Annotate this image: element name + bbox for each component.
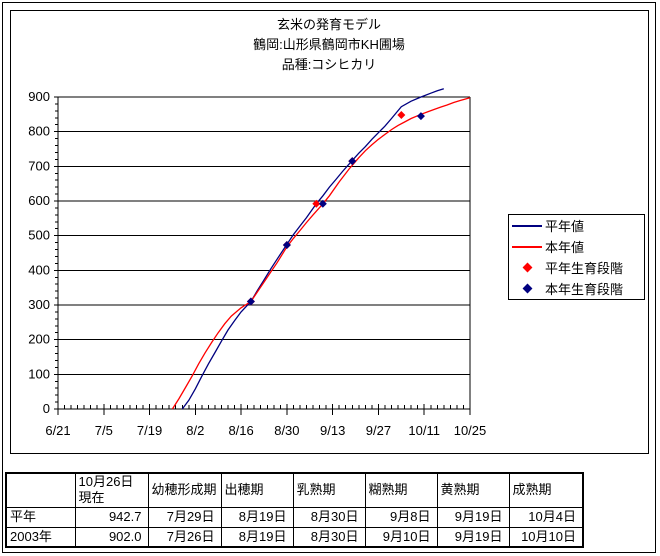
table-cell[interactable]: 8月19日 — [220, 526, 294, 548]
table-row: 2003年 902.0 7月26日 8月19日 8月30日 9月10日 9月19日 10月10… — [5, 526, 584, 548]
chart-title-line3: 品種:コシヒカリ — [281, 57, 377, 72]
table-header-cell[interactable] — [5, 472, 76, 508]
table-row: 平年 942.7 7月29日 8月19日 8月30日 9月8日 9月19日 10月4日 — [5, 506, 584, 528]
stage-table-head: 10月26日現在 幼穂形成期 出穂期 乳熟期 糊熟期 黄熟期 成熟期 — [5, 472, 584, 508]
legend-label: 本年値 — [545, 240, 585, 255]
table-cell[interactable]: 9月19日 — [436, 506, 510, 528]
diamond-swatch — [522, 262, 532, 273]
stage-table[interactable]: 10月26日現在 幼穂形成期 出穂期 乳熟期 糊熟期 黄熟期 成熟期 平年 942.7 7月29… — [5, 472, 584, 548]
legend-diamond-sample-normal-year — [509, 262, 545, 273]
table-row-label[interactable]: 2003年 — [5, 526, 76, 548]
table-header-cell[interactable]: 出穂期 — [220, 472, 294, 508]
table-cell[interactable]: 8月30日 — [292, 506, 366, 528]
table-header-cell[interactable]: 幼穂形成期 — [147, 472, 222, 508]
legend-label: 本年生育段階 — [545, 282, 624, 297]
table-cell[interactable]: 9月19日 — [436, 526, 510, 548]
table-cell[interactable]: 7月26日 — [147, 526, 222, 548]
table-header-cell[interactable]: 10月26日現在 — [74, 472, 149, 508]
chart-title: 玄米の発育モデル 鶴岡:山形県鶴岡市KH圃場 品種:コシヒカリ — [10, 15, 648, 75]
chart-title-line2: 鶴岡:山形県鶴岡市KH圃場 — [253, 37, 405, 52]
table-cell[interactable]: 10月10日 — [508, 526, 584, 548]
legend-item-normal-year-line[interactable]: 平年値 — [509, 215, 644, 236]
table-header-cell[interactable]: 成熟期 — [508, 472, 584, 508]
legend-line-sample-normal-year — [509, 224, 545, 227]
table-cell[interactable]: 7月29日 — [147, 506, 222, 528]
legend-label: 平年生育段階 — [545, 261, 624, 276]
table-cell[interactable]: 902.0 — [74, 526, 149, 548]
diamond-swatch — [522, 283, 532, 294]
table-cell[interactable]: 942.7 — [74, 506, 149, 528]
table-header-cell[interactable]: 乳熟期 — [292, 472, 366, 508]
legend[interactable]: 平年値 本年値 平年生育段階 本年生育段階 — [508, 214, 645, 300]
stage-table-body: 平年 942.7 7月29日 8月19日 8月30日 9月8日 9月19日 10月4日 2003… — [5, 506, 584, 548]
legend-item-current-year-line[interactable]: 本年値 — [509, 236, 644, 257]
legend-diamond-sample-current-year — [509, 283, 545, 294]
table-cell[interactable]: 8月30日 — [292, 526, 366, 548]
legend-label: 平年値 — [545, 219, 585, 234]
table-cell[interactable]: 8月19日 — [220, 506, 294, 528]
table-row-label[interactable]: 平年 — [5, 506, 76, 528]
legend-item-normal-year-stages[interactable]: 平年生育段階 — [509, 257, 644, 278]
line-swatch — [512, 245, 542, 248]
chart-title-line1: 玄米の発育モデル — [276, 17, 381, 32]
legend-item-current-year-stages[interactable]: 本年生育段階 — [509, 278, 644, 299]
table-cell[interactable]: 10月4日 — [508, 506, 584, 528]
line-swatch — [512, 224, 542, 227]
table-header-cell[interactable]: 黄熟期 — [436, 472, 510, 508]
table-cell[interactable]: 9月8日 — [364, 506, 438, 528]
table-cell[interactable]: 9月10日 — [364, 526, 438, 548]
table-header-cell[interactable]: 糊熟期 — [364, 472, 438, 508]
stage-table-header-row: 10月26日現在 幼穂形成期 出穂期 乳熟期 糊熟期 黄熟期 成熟期 — [5, 472, 584, 508]
legend-line-sample-current-year — [509, 245, 545, 248]
